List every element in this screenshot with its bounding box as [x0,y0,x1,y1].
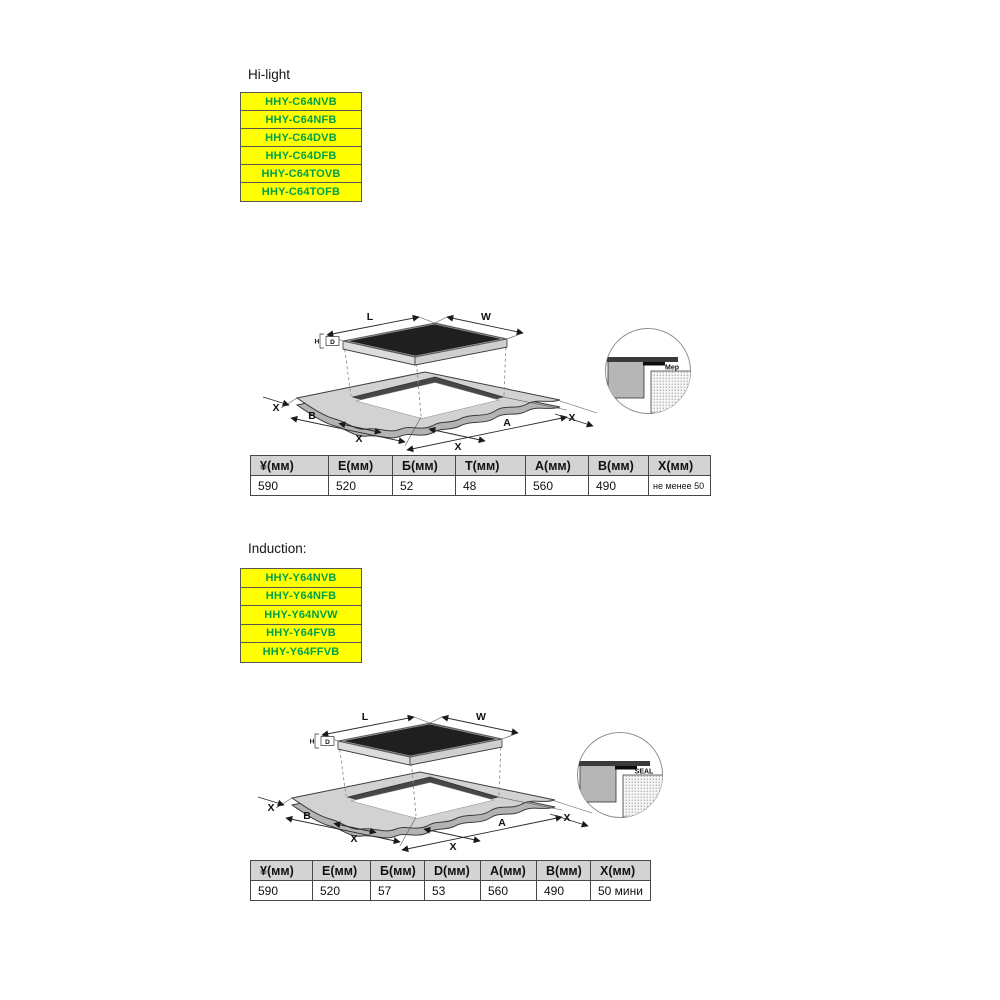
col-header: Е(мм) [328,455,393,476]
label-H: H [310,739,315,746]
col-header: ¥(мм) [250,860,313,881]
dim-value: 48 [455,475,526,496]
col-header: Т(мм) [455,455,526,476]
model-row: HHY-Y64NVW [241,606,361,625]
label-D: D [330,339,335,346]
label-L: L [362,711,369,723]
model-list-hilight: HHY-C64NVB HHY-C64NFB HHY-C64DVB HHY-C64… [240,92,362,202]
label-D: D [325,739,330,746]
dim-value: 490 [536,880,591,901]
col-header: Б(мм) [392,455,456,476]
col-header: D(мм) [424,860,481,881]
col-header: ¥(мм) [250,455,329,476]
glass-section [607,357,678,362]
label-L: L [367,311,374,323]
dimension-labels: L W H D X B X X A X [267,711,570,853]
dim-value: 490 [588,475,649,496]
model-row: HHY-C64TOVB [241,165,361,183]
col-header: В(мм) [536,860,591,881]
dim-value: 57 [370,880,425,901]
seal-detail-hilight: Мер [605,328,691,414]
seal-section [615,766,637,770]
dim-value: 560 [525,475,589,496]
hob-body-section [622,774,663,818]
dim-value: 590 [250,880,313,901]
installation-diagram-induction: L W H D X B X X A X [257,711,593,853]
model-row: HHY-Y64FVB [241,624,361,643]
label-X-bottom: X [454,441,461,453]
label-W: W [481,311,491,323]
seal-label: SEAL [635,769,654,776]
label-H: H [315,339,320,346]
table-value-row: 590 520 52 48 560 490 не менее 50 [250,475,711,496]
col-header: Б(мм) [370,860,425,881]
col-header: Е(мм) [312,860,371,881]
model-row: HHY-Y64FFVB [241,643,361,662]
dim-value: не менее 50 [648,475,711,496]
col-header: В(мм) [588,455,649,476]
dimensions-table-induction: ¥(мм) Е(мм) Б(мм) D(мм) А(мм) В(мм) Х(мм… [250,860,651,901]
model-row: HHY-C64NFB [241,111,361,129]
label-B: B [303,810,311,822]
dimensions-table-hilight: ¥(мм) Е(мм) Б(мм) Т(мм) А(мм) В(мм) Х(мм… [250,455,711,496]
hob-top [337,722,503,766]
model-row: HHY-C64DVB [241,129,361,147]
seal-section [643,362,665,366]
label-A: A [498,817,506,829]
countertop-section [579,765,617,803]
label-A: A [503,417,511,429]
installation-diagram-hilight: L W H D X B X X A X [262,311,598,453]
section-title-induction: Induction: [248,541,307,556]
dim-value: 53 [424,880,481,901]
dimension-lines [262,314,598,453]
col-header: А(мм) [480,860,537,881]
dim-value: 50 мини [590,880,651,901]
projection-lines [343,341,507,417]
label-X-left: X [272,402,279,414]
seal-label: Мер [665,365,679,372]
countertop-section [607,361,645,399]
table-header-row: ¥(мм) Е(мм) Б(мм) D(мм) А(мм) В(мм) Х(мм… [250,860,651,881]
dimension-labels: L W H D X B X X A X [272,311,575,453]
hob-top [342,322,508,366]
model-row: HHY-C64TOFB [241,183,361,201]
label-W: W [476,711,486,723]
model-list-induction: HHY-Y64NVB HHY-Y64NFB HHY-Y64NVW HHY-Y64… [240,568,362,663]
hob-body-section [650,370,691,414]
dim-value: 560 [480,880,537,901]
model-row: HHY-C64NVB [241,93,361,111]
dimension-lines [257,714,593,853]
table-header-row: ¥(мм) Е(мм) Б(мм) Т(мм) А(мм) В(мм) Х(мм… [250,455,711,476]
label-X-lower-left: X [350,833,357,845]
section-title-hilight: Hi-light [248,67,291,82]
seal-detail-induction: SEAL [577,732,663,818]
dim-value: 590 [250,475,329,496]
table-value-row: 590 520 57 53 560 490 50 мини [250,880,651,901]
dim-value: 520 [312,880,371,901]
label-B: B [308,410,316,422]
label-X-lower-left: X [355,433,362,445]
dim-value: 52 [392,475,456,496]
col-header: А(мм) [525,455,589,476]
col-header: Х(мм) [648,455,711,476]
model-row: HHY-C64DFB [241,147,361,165]
glass-section [579,761,650,766]
label-X-left: X [267,802,274,814]
projection-lines [338,741,502,817]
label-X-right: X [563,812,570,824]
col-header: Х(мм) [590,860,651,881]
label-X-right: X [568,412,575,424]
model-row: HHY-Y64NVB [241,569,361,588]
model-row: HHY-Y64NFB [241,587,361,606]
dim-value: 520 [328,475,393,496]
label-X-bottom: X [449,841,456,853]
